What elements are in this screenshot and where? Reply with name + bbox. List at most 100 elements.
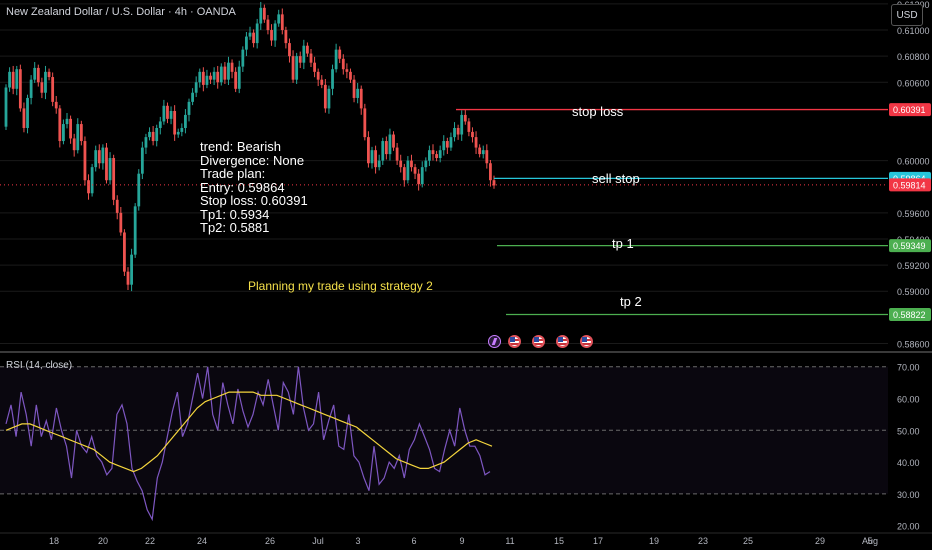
rsi-tick-label: 30.00 bbox=[897, 490, 920, 500]
candle-body bbox=[420, 167, 424, 185]
strategy-text[interactable]: Planning my trade using strategy 2 bbox=[248, 279, 433, 293]
candle-body bbox=[413, 167, 417, 174]
candle-body bbox=[481, 150, 485, 155]
candle-body bbox=[280, 14, 284, 31]
candle-body bbox=[191, 92, 194, 102]
candle-body bbox=[298, 56, 302, 63]
candle-body bbox=[40, 82, 44, 93]
candle-body bbox=[406, 160, 410, 181]
candle-body bbox=[449, 137, 453, 148]
candle-body bbox=[259, 7, 263, 24]
candle-body bbox=[309, 53, 313, 63]
candle-body bbox=[169, 111, 173, 119]
candle-body bbox=[112, 158, 116, 200]
us-flag-icon[interactable] bbox=[580, 335, 593, 348]
note-line-stop-loss: Stop loss: 0.60391 bbox=[200, 193, 308, 208]
candle-body bbox=[359, 88, 363, 109]
candle-body bbox=[410, 160, 413, 168]
candle-body bbox=[367, 137, 370, 164]
time-tick-label: 20 bbox=[98, 536, 108, 546]
candle-body bbox=[277, 14, 281, 24]
candle-body bbox=[130, 254, 133, 285]
candle-body bbox=[101, 147, 105, 164]
candle-body bbox=[456, 127, 460, 135]
candle-body bbox=[302, 45, 306, 63]
rsi-indicator-title[interactable]: RSI (14, close) bbox=[6, 360, 73, 371]
time-tick-label: 25 bbox=[743, 536, 753, 546]
candle-body bbox=[209, 75, 212, 80]
candle-body bbox=[291, 56, 295, 80]
candle-body bbox=[489, 163, 492, 181]
candle-body bbox=[76, 124, 80, 151]
candle-body bbox=[18, 69, 22, 109]
candle-body bbox=[492, 180, 496, 186]
candle-body bbox=[176, 131, 180, 135]
candle-body bbox=[463, 114, 467, 122]
time-tick-label: Jul bbox=[312, 536, 324, 546]
candle-body bbox=[22, 108, 26, 128]
candle-body bbox=[162, 105, 166, 122]
candle-body bbox=[248, 32, 252, 37]
time-tick-label: 23 bbox=[698, 536, 708, 546]
price-tick-label: 0.60000 bbox=[897, 157, 930, 167]
time-tick-label: 3 bbox=[355, 536, 360, 546]
rsi-line bbox=[5, 366, 491, 522]
trade-plan-note[interactable]: trend: Bearish Divergence: None Trade pl… bbox=[200, 140, 308, 235]
candle-body bbox=[445, 141, 449, 148]
candlestick-series bbox=[4, 1, 496, 292]
candle-body bbox=[155, 127, 159, 142]
candle-body bbox=[105, 147, 108, 181]
candle-body bbox=[166, 105, 169, 119]
time-tick-label: 29 bbox=[815, 536, 825, 546]
candle-body bbox=[384, 141, 388, 155]
candle-body bbox=[323, 84, 327, 109]
candle-body bbox=[11, 71, 15, 89]
time-tick-label: 19 bbox=[649, 536, 659, 546]
candle-body bbox=[453, 127, 456, 138]
candle-body bbox=[370, 150, 374, 164]
us-flag-icon[interactable] bbox=[532, 335, 545, 348]
candle-body bbox=[72, 138, 76, 151]
us-flag-icon[interactable] bbox=[508, 335, 521, 348]
candle-body bbox=[313, 62, 316, 72]
rsi-tick-label: 20.00 bbox=[897, 522, 920, 532]
candle-body bbox=[230, 62, 234, 72]
sell-stop-label[interactable]: sell stop bbox=[592, 171, 640, 186]
price-tag: 0.60391 bbox=[893, 105, 926, 115]
us-flag-icon[interactable] bbox=[556, 335, 569, 348]
rsi-tick-label: 60.00 bbox=[897, 395, 920, 405]
candle-body bbox=[356, 88, 360, 98]
candle-body bbox=[15, 69, 19, 89]
candle-body bbox=[223, 66, 227, 80]
candle-body bbox=[424, 160, 428, 168]
candle-body bbox=[428, 150, 431, 161]
candle-body bbox=[119, 212, 123, 233]
candle-body bbox=[205, 75, 209, 85]
candle-body bbox=[51, 77, 55, 102]
candle-body bbox=[442, 141, 446, 151]
lightning-icon[interactable] bbox=[488, 335, 501, 348]
candle-body bbox=[8, 71, 11, 88]
candle-body bbox=[137, 173, 141, 207]
time-tick-label: 15 bbox=[554, 536, 564, 546]
stop-loss-label[interactable]: stop loss bbox=[572, 104, 624, 119]
price-tick-label: 0.59600 bbox=[897, 209, 930, 219]
note-line-entry: Entry: 0.59864 bbox=[200, 179, 285, 195]
rsi-axis: 70.00 60.00 50.00 40.00 30.00 20.00 bbox=[897, 363, 920, 532]
candle-body bbox=[273, 23, 277, 41]
candle-body bbox=[187, 101, 191, 115]
candle-body bbox=[126, 271, 130, 285]
candle-body bbox=[467, 121, 471, 132]
tp2-label[interactable]: tp 2 bbox=[620, 294, 642, 309]
tp1-label[interactable]: tp 1 bbox=[612, 236, 634, 251]
candle-body bbox=[234, 71, 238, 89]
time-tick-label: 26 bbox=[265, 536, 275, 546]
time-tick-label: 5 bbox=[867, 536, 872, 546]
price-tick-label: 0.61000 bbox=[897, 26, 930, 36]
candle-body bbox=[123, 232, 126, 272]
candle-body bbox=[288, 43, 291, 57]
candle-body bbox=[219, 66, 223, 83]
price-tag-bg bbox=[889, 307, 931, 321]
currency-button[interactable]: USD bbox=[891, 4, 923, 26]
